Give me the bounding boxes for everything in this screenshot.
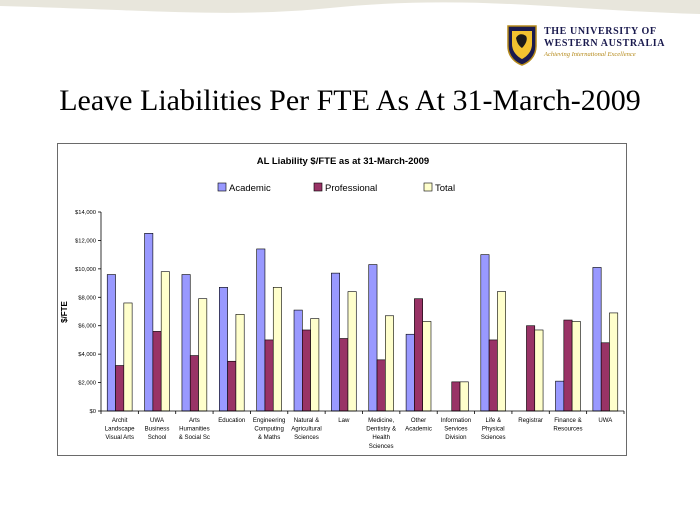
x-tick-label: Registrar <box>518 417 543 424</box>
bar-total <box>497 291 506 412</box>
bar-professional <box>414 298 423 412</box>
y-tick-label: $10,000 <box>75 267 96 273</box>
university-logo: THE UNIVERSITY OF WESTERN AUSTRALIA Achi… <box>506 22 666 70</box>
bar-total <box>534 329 544 412</box>
x-tick-label: UWA Business School <box>145 417 170 441</box>
y-axis-label: $/FTE <box>60 300 69 322</box>
bar-academic <box>405 333 415 412</box>
legend-label-total: Total <box>435 183 455 194</box>
bar-total <box>123 302 133 412</box>
y-tick-label: $6,000 <box>78 324 96 330</box>
y-tick-label: $0 <box>90 409 96 415</box>
bar-professional <box>189 355 199 412</box>
bar-professional <box>488 339 498 412</box>
bar-professional <box>115 365 125 412</box>
x-tick-label: UWA <box>598 417 613 424</box>
y-tick-label: $2,000 <box>78 381 96 387</box>
y-tick-label: $8,000 <box>78 295 96 301</box>
x-tick-label: Archit Landscape Visual Arts <box>105 417 135 441</box>
chart-bars <box>106 233 619 412</box>
chart-title: AL Liability $/FTE as at 31-March-2009 <box>257 156 429 167</box>
x-tick-label: Medicine, Dentistry & Health Sciences <box>366 417 396 450</box>
y-tick-label: $12,000 <box>75 238 96 244</box>
chart-legend: Academic Professional Total <box>217 182 455 194</box>
x-tick-label: Natural & Agricultural Sciences <box>291 417 321 441</box>
bar-professional <box>339 338 349 412</box>
legend-swatch-professional <box>313 182 323 192</box>
bar-professional <box>600 342 610 412</box>
bar-academic <box>331 272 340 412</box>
bar-total <box>198 298 208 412</box>
logo-line-1: THE UNIVERSITY OF <box>544 26 657 37</box>
x-tick-label: Education <box>218 417 245 424</box>
crest-icon <box>507 25 537 66</box>
x-tick-label: Finance & Resources <box>553 417 582 433</box>
x-tick-label: Arts Humanities & Social Sc <box>179 417 210 441</box>
legend-label-academic: Academic <box>229 183 271 194</box>
bar-academic <box>181 274 191 412</box>
bar-professional <box>227 360 237 412</box>
bar-total <box>160 271 170 412</box>
legend-swatch-total <box>423 182 433 192</box>
bar-professional <box>451 381 461 412</box>
bar-academic <box>592 267 602 412</box>
bar-professional <box>376 359 386 412</box>
chart-frame: AL Liability $/FTE as at 31-March-2009 A… <box>57 143 627 456</box>
bar-total <box>385 315 394 412</box>
y-tick-label: $4,000 <box>78 352 96 358</box>
bar-academic <box>293 309 303 412</box>
bar-total <box>422 321 432 412</box>
bar-academic <box>219 287 228 412</box>
bar-total <box>609 312 619 412</box>
slide-title: Leave Liabilities Per FTE As At 31-March… <box>59 84 641 117</box>
x-tick-label: Law <box>338 417 350 424</box>
bar-total <box>235 314 245 412</box>
legend-swatch-academic <box>217 182 227 192</box>
x-axis: Archit Landscape Visual Arts UWA Business Sch… <box>100 410 625 450</box>
bar-chart: AL Liability $/FTE as at 31-March-2009 A… <box>60 156 625 450</box>
bar-professional <box>302 329 311 412</box>
x-tick-label: Engineering Computing & Maths <box>253 417 286 441</box>
bar-total <box>459 381 469 412</box>
bar-total <box>347 291 357 412</box>
legend-label-professional: Professional <box>325 183 377 194</box>
bar-total <box>310 318 320 412</box>
logo-tagline: Achieving International Excellence <box>544 51 636 58</box>
x-tick-label: Life & Physical Sciences <box>481 417 506 441</box>
bar-academic <box>256 248 266 412</box>
bar-academic <box>555 380 565 412</box>
bar-academic <box>368 264 378 412</box>
x-tick-label: Other Academic <box>405 417 432 433</box>
y-tick-label: $14,000 <box>75 210 96 216</box>
bar-total <box>571 321 581 412</box>
bar-academic <box>144 233 154 412</box>
bar-professional <box>563 319 573 412</box>
bar-professional <box>152 331 162 412</box>
bar-academic <box>106 274 116 412</box>
logo-line-2: WESTERN AUSTRALIA <box>544 38 666 49</box>
bar-professional <box>526 325 536 412</box>
bar-academic <box>480 254 490 412</box>
bar-total <box>272 287 282 412</box>
slide-header-wave <box>0 0 700 14</box>
y-axis: $0 $2,000 $4,000 $6,000 $8,000 $10,000 $12,000… <box>75 210 102 415</box>
bar-professional <box>264 339 274 412</box>
x-tick-label: Information Services Division <box>441 417 471 441</box>
